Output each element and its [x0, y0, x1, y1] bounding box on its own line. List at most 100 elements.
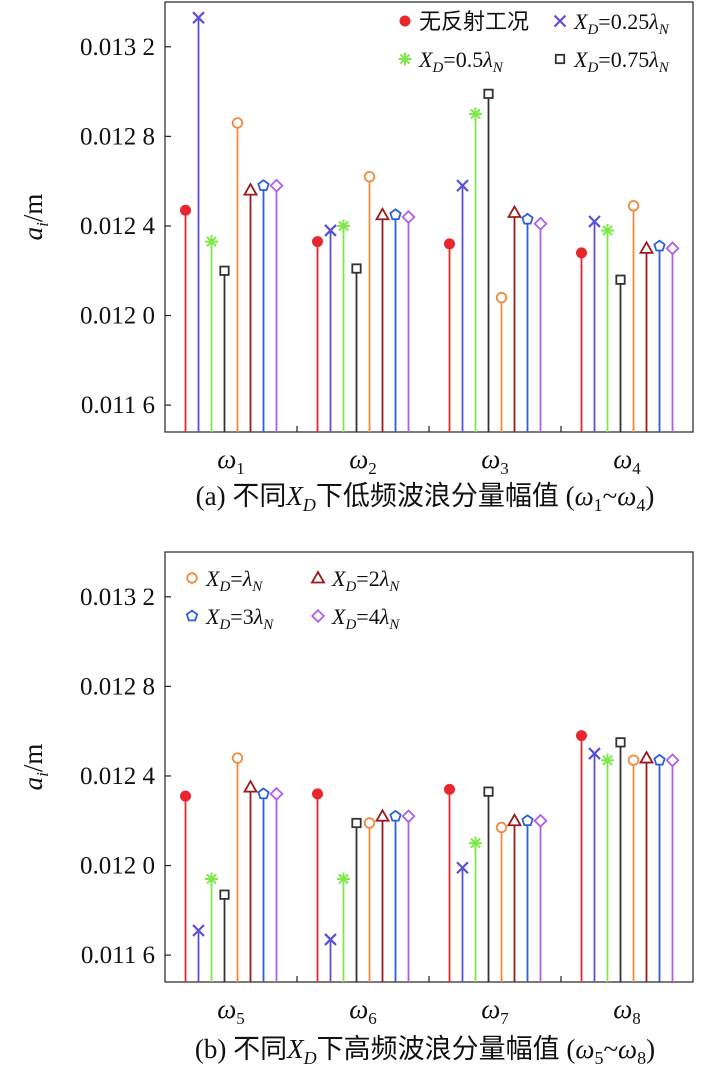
stem-xd_05-2 — [337, 219, 350, 432]
stem-marker-asterisk — [469, 836, 482, 850]
caption-x: X — [285, 481, 304, 511]
legend-marker-diamond — [310, 608, 326, 624]
caption-omega-first: ω — [575, 1034, 594, 1064]
stem-no_reflection-4 — [576, 247, 587, 432]
legend-x-subscript: D — [586, 22, 598, 38]
x-tick-label-subscript: 1 — [236, 459, 245, 478]
stem-marker-filled-circle — [312, 788, 323, 800]
caption-x-subscript: D — [302, 495, 316, 515]
stem-marker-triangle — [374, 206, 391, 221]
legend-x-subscript: D — [431, 60, 443, 76]
y-axis-label-unit: /m — [18, 194, 48, 223]
legend-value: =0.75 — [598, 47, 649, 72]
stem-marker-triangle — [506, 812, 523, 827]
stem-xd_4-4 — [665, 753, 680, 982]
stem-marker-square — [483, 88, 494, 99]
stem-xd_025-1 — [192, 924, 205, 982]
stem-xd_3-4 — [653, 753, 666, 982]
stem-no_reflection-2 — [312, 236, 323, 432]
stem-marker-pentagon — [389, 208, 402, 221]
legend-lambda-subscript: N — [658, 60, 670, 76]
legend-entry-xd_1: XD=λN — [186, 566, 263, 595]
legend-lambda: λ — [253, 604, 264, 629]
legend-value: =0.25 — [598, 9, 649, 34]
stem-marker-cross — [324, 224, 337, 237]
stem-marker-filled-circle — [576, 247, 587, 259]
y-axis-label-symbol: a — [18, 777, 48, 791]
legend-x: X — [573, 9, 589, 34]
stem-marker-circle — [627, 754, 640, 766]
stem-xd_05-3 — [469, 836, 482, 982]
stem-marker-cross — [456, 861, 469, 875]
stem-xd_05-4 — [601, 223, 614, 432]
stem-marker-cross — [456, 179, 469, 192]
x-tick-label-subscript: 8 — [632, 1009, 641, 1028]
stem-marker-square — [351, 263, 362, 274]
legend-marker-pentagon — [185, 609, 199, 622]
legend-x-subscript: D — [218, 579, 230, 595]
stem-xd_075-3 — [483, 88, 494, 432]
x-tick-label-omega: ω — [217, 444, 236, 474]
legend-x-subscript: D — [218, 617, 230, 633]
caption-suffix: ) — [645, 481, 654, 511]
stem-no_reflection-2 — [312, 788, 323, 982]
stem-xd_025-4 — [588, 215, 601, 432]
stem-marker-asterisk — [205, 872, 218, 886]
x-tick-label: ω4 — [613, 444, 641, 478]
stem-marker-triangle — [506, 204, 523, 218]
legend-marker-circle — [186, 572, 198, 584]
stem-marker-filled-circle — [180, 790, 191, 802]
stem-marker-square — [615, 274, 626, 285]
stem-xd_2-4 — [638, 750, 655, 982]
stem-marker-triangle — [242, 779, 259, 793]
x-tick-label-subscript: 2 — [368, 459, 377, 478]
legend-value: =2 — [356, 566, 379, 591]
legend-marker-square — [554, 53, 566, 65]
y-tick-label: 0.011 6 — [81, 392, 155, 419]
legend-lambda: λ — [379, 604, 390, 629]
stem-xd_2-2 — [374, 206, 391, 432]
caption-text: 下低频波浪分量幅值 ( — [316, 481, 575, 511]
legend-lambda: λ — [242, 566, 253, 591]
chart-panel-a: 0.011 6 0.012 0 0.012 4 0.012 8 0.013 2 ai/m ω… — [18, 1, 694, 515]
stem-xd_025-3 — [456, 179, 469, 432]
stem-marker-diamond — [665, 241, 680, 256]
caption-omega-first-subscript: 1 — [594, 495, 603, 515]
y-axis-label-unit: /m — [18, 744, 48, 773]
legend-marker-filled-circle — [399, 15, 411, 27]
caption-omega-last-subscript: 8 — [637, 1048, 646, 1068]
legend-label: XD=0.25λN — [573, 9, 670, 38]
legend-lambda: λ — [648, 47, 659, 72]
stem-marker-filled-circle — [576, 730, 587, 742]
x-tick-label-omega: ω — [349, 444, 368, 474]
stem-xd_4-3 — [533, 813, 548, 982]
stem-xd_025-1 — [192, 11, 205, 432]
stem-xd_3-2 — [389, 809, 402, 982]
legend-marker-asterisk — [398, 52, 412, 66]
caption-omega-first-subscript: 5 — [594, 1048, 603, 1068]
stem-xd_3-2 — [389, 208, 402, 432]
x-tick-label-omega: ω — [481, 994, 500, 1024]
y-tick-label: 0.013 2 — [80, 584, 155, 611]
legend-label: XD=0.5λN — [418, 47, 504, 76]
caption-x: X — [286, 1034, 305, 1064]
stem-xd_2-1 — [242, 779, 259, 982]
stem-xd_4-2 — [401, 809, 416, 982]
caption-tilde: ~ — [603, 1034, 618, 1064]
stem-xd_1-3 — [495, 821, 508, 982]
legend-lambda: λ — [648, 9, 659, 34]
stem-xd_025-2 — [324, 933, 337, 982]
stem-marker-filled-circle — [312, 236, 323, 248]
legend-lambda-subscript: N — [492, 60, 504, 76]
legend-entry-xd_075: XD=0.75λN — [554, 47, 670, 76]
y-tick-label: 0.012 4 — [80, 763, 156, 790]
stem-xd_075-1 — [219, 265, 230, 432]
stem-marker-pentagon — [521, 814, 534, 827]
stem-xd_075-4 — [615, 274, 626, 432]
stem-no_reflection-3 — [444, 238, 455, 432]
caption-omega-first: ω — [575, 481, 594, 511]
stem-xd_2-2 — [374, 808, 391, 982]
legend-x: X — [331, 566, 347, 591]
